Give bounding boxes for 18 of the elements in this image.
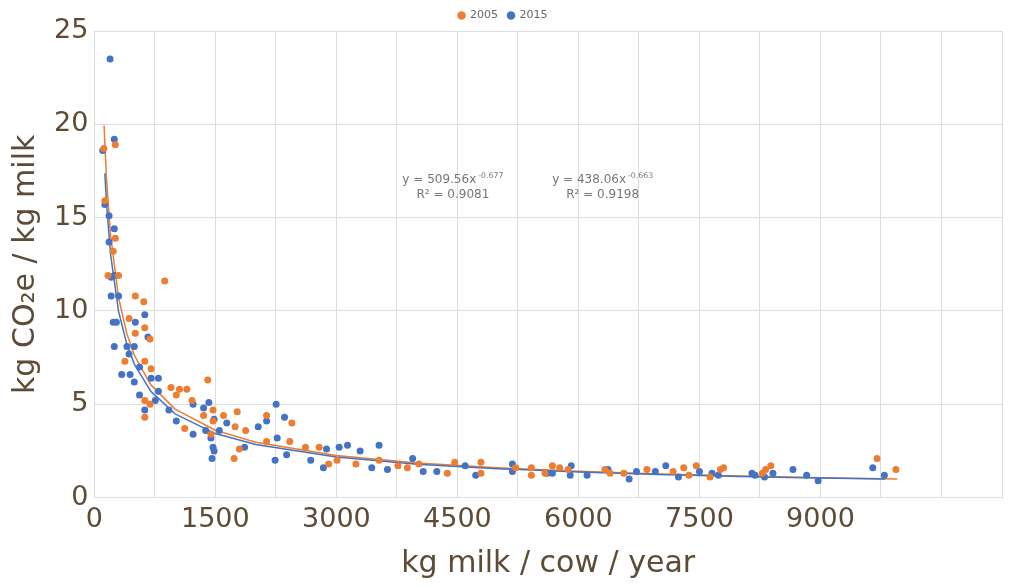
y-tick-label: 10: [54, 292, 89, 324]
x-tick-label: 7500: [665, 501, 734, 533]
x-tick-label: 6000: [544, 501, 613, 533]
x-tick-label: 4500: [423, 501, 492, 533]
annotation: R² = 0.9081: [416, 187, 490, 202]
y-tick-label: 25: [54, 13, 89, 45]
y-tick-label: 5: [71, 386, 89, 418]
x-axis-title: kg milk / cow / year: [401, 543, 696, 579]
y-tick-label: 20: [54, 106, 89, 138]
x-tick-label: 1500: [181, 501, 250, 533]
x-tick-label: 9000: [786, 501, 855, 533]
y-tick-label: 15: [54, 199, 89, 231]
annotation: R² = 0.9198: [566, 187, 640, 202]
legend-label: 2005: [470, 8, 499, 22]
y-tick-label: 0: [71, 479, 89, 511]
y-axis-title: kg CO₂e / kg milk: [5, 133, 41, 394]
legend-label: 2015: [519, 8, 548, 22]
x-tick-label: 3000: [302, 501, 371, 533]
